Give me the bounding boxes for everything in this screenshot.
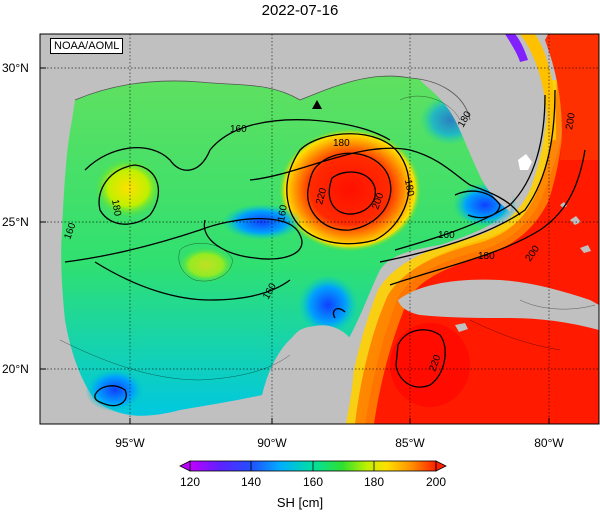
contour-label: 180 xyxy=(478,251,495,262)
colorbar-tick-label: 160 xyxy=(303,475,323,489)
contour-label: 180 xyxy=(109,199,123,218)
cuba xyxy=(398,279,599,330)
colorbar-unit-label: SH [cm] xyxy=(276,495,324,510)
colorbar-tick-label: 180 xyxy=(364,475,384,489)
warm-area-central-west xyxy=(178,247,234,283)
atlantic-front xyxy=(520,34,557,140)
island-of-youth xyxy=(455,323,468,332)
colorbar-low-arrow xyxy=(179,460,191,472)
florida xyxy=(420,34,513,212)
colorbar-tick-label: 200 xyxy=(426,475,446,489)
lon-label: 95°W xyxy=(115,436,145,450)
graticule xyxy=(40,34,599,424)
axis-ticks xyxy=(40,67,550,424)
contour-lines xyxy=(64,89,586,407)
atlantic-low xyxy=(505,34,528,62)
station-marker-icon xyxy=(312,100,322,109)
contour-label: 180 xyxy=(402,179,416,198)
colorbar-tick-label: 140 xyxy=(241,475,261,489)
contour-label: 180 xyxy=(333,138,350,149)
lake-okeechobee xyxy=(518,154,532,170)
contour-label: 160 xyxy=(276,204,290,223)
colorbar: 120 140 160 180 200 xyxy=(179,460,447,489)
yucatan xyxy=(262,325,354,424)
contour-label: 200 xyxy=(564,112,578,131)
credit-label: NOAA/AOML xyxy=(50,38,124,54)
lat-label: 20°N xyxy=(2,362,29,376)
colorbar-high-arrow xyxy=(435,460,447,472)
northern-coastline xyxy=(74,75,471,121)
warm-area-caribbean xyxy=(390,323,470,407)
map-title: 2022-07-16 xyxy=(261,2,339,19)
map-border xyxy=(39,33,600,425)
lat-label: 30°N xyxy=(2,61,29,75)
lon-label: 90°W xyxy=(257,436,287,450)
warm-eddy xyxy=(278,128,422,252)
colorbar-tick-label: 120 xyxy=(180,475,200,489)
cold-eddy-southwest xyxy=(85,368,145,412)
warm-area-west xyxy=(94,158,162,218)
contour-label: 160 xyxy=(230,124,247,135)
lat-label: 25°N xyxy=(2,215,29,229)
loop-current-orange xyxy=(355,80,566,424)
contour-label: 160 xyxy=(438,230,455,241)
lon-label: 85°W xyxy=(395,436,425,450)
contour-label: 220 xyxy=(314,186,329,205)
cold-eddy-south xyxy=(298,275,358,335)
lon-label: 80°W xyxy=(534,436,564,450)
minor-contours xyxy=(59,95,596,381)
atlantic-east xyxy=(545,34,599,160)
